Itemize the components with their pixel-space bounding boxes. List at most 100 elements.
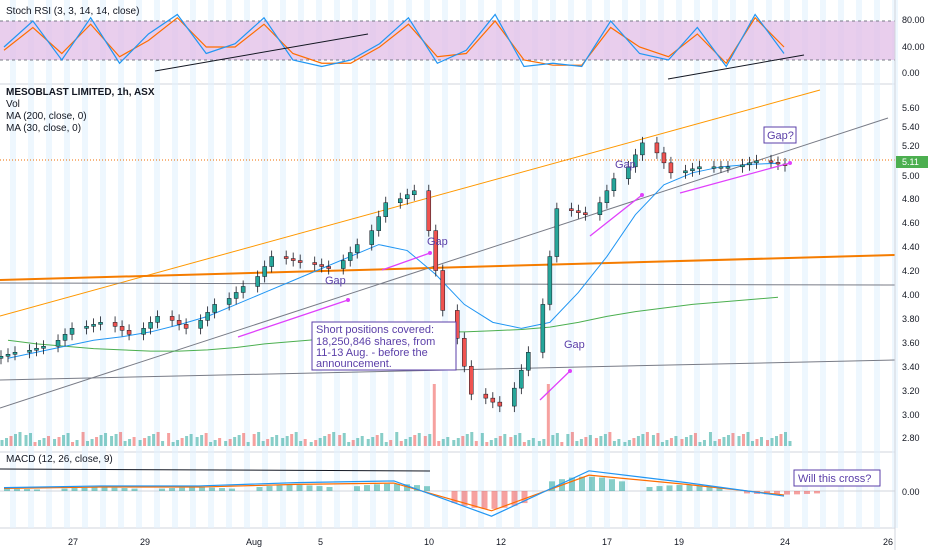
price-tick: 5.60 [902,103,920,113]
candle-body [540,304,546,353]
candle-body [512,387,517,407]
short-note-line: Short positions covered: [316,324,434,336]
session-band [694,0,700,528]
stoch-rsi-title: Stoch RSI (3, 3, 14, 14, close) [6,6,139,17]
candle-body [340,260,346,269]
candle-body [148,322,153,329]
volume-bar [680,439,684,446]
volume-bar [737,436,741,446]
macd-histogram-bar [14,488,20,491]
volume-bar [180,438,184,446]
volume-bar [38,440,42,446]
volume-bar [750,441,754,446]
gap-arrow-head [788,161,792,165]
volume-bar [209,442,213,446]
candle-body [91,324,96,327]
candle-body [98,322,103,325]
macd-line [3,470,785,517]
session-band [838,0,844,528]
volume-bar [0,440,4,446]
volume-bar [114,434,118,446]
volume-bar [95,437,99,446]
volume-bar [371,437,375,446]
session-band [388,0,394,528]
price-tick: 4.80 [902,194,920,204]
volume-bar [86,441,90,446]
volume-bar [779,434,783,446]
candle-body [469,365,474,395]
session-band [118,0,124,528]
x-tick: 29 [140,537,150,547]
macd-histogram-bar [91,487,98,491]
volume-bar [731,433,735,446]
session-band [640,0,646,528]
volume-bar [665,440,669,446]
volume-bar [14,434,17,446]
volume-bar [452,440,456,446]
volume-bar [161,441,165,446]
candle-body [319,264,324,267]
volume-bar [413,435,417,446]
macd-histogram-bar [414,485,420,491]
volume-bar [527,440,531,446]
volume-bar [417,433,421,446]
candle-body [169,316,175,321]
volume-bar [623,442,627,446]
macd-question-box [793,469,881,487]
candle-body [27,350,32,353]
gap-arrow-head [568,369,572,373]
session-band [802,0,808,528]
macd-histogram-bar [569,477,575,491]
price-tick: 5.20 [902,141,920,151]
gap-arrow-head [346,298,350,302]
volume-bar [770,438,774,446]
short-note-line: announcement. [316,358,392,370]
candle-body [547,256,553,305]
session-band [82,0,88,528]
volume-bar [338,435,342,446]
macd-histogram-bar [814,491,820,494]
volume-bar [204,433,208,446]
macd-histogram-bar [286,485,293,491]
session-band [856,0,862,528]
candle-body [55,340,61,347]
macd-histogram-bar [276,485,283,491]
candle-body [69,328,75,335]
macd-signal-line [3,474,785,512]
short-note-line: 18,250,846 shares, from [316,336,435,348]
candle-body [661,152,667,164]
candle-body [283,256,289,259]
price-tick: 5.00 [902,171,920,181]
ma30-label: MA (30, close, 0) [6,123,81,134]
macd-histogram-bar [199,487,205,491]
volume-bar [281,438,285,446]
support-line [0,254,896,281]
x-tick: 17 [602,537,612,547]
macd-histogram-bar [189,487,195,491]
volume-bar [71,442,75,446]
volume-bar [570,432,574,446]
volume-bar [693,433,697,446]
volume-bar [5,438,8,446]
candle-body [290,258,296,261]
volume-bar [380,433,384,446]
macd-histogram-bar [774,491,780,495]
candle-body [119,326,125,331]
price-title: MESOBLAST LIMITED, 1h, ASX [6,87,155,98]
price-tick: 3.20 [902,386,920,396]
volume-bar [167,433,171,446]
candle-body [654,142,660,154]
gap-question-box [763,126,797,144]
volume-bar [342,433,346,446]
volume-bar [755,439,759,446]
macd-histogram-bar [521,491,528,504]
candle-body [433,230,439,271]
volume-bar [726,435,730,446]
volume-bar [152,434,156,446]
volume-bar [660,442,664,446]
volume-bar [257,432,261,446]
session-band [712,0,718,528]
macd-histogram-bar [511,491,518,506]
volume-bar [90,439,94,446]
stoch-rsi-pane [0,13,895,80]
